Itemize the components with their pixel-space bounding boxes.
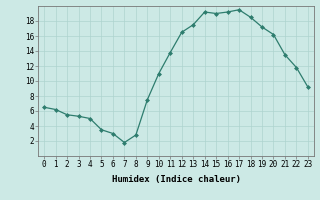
X-axis label: Humidex (Indice chaleur): Humidex (Indice chaleur) (111, 175, 241, 184)
